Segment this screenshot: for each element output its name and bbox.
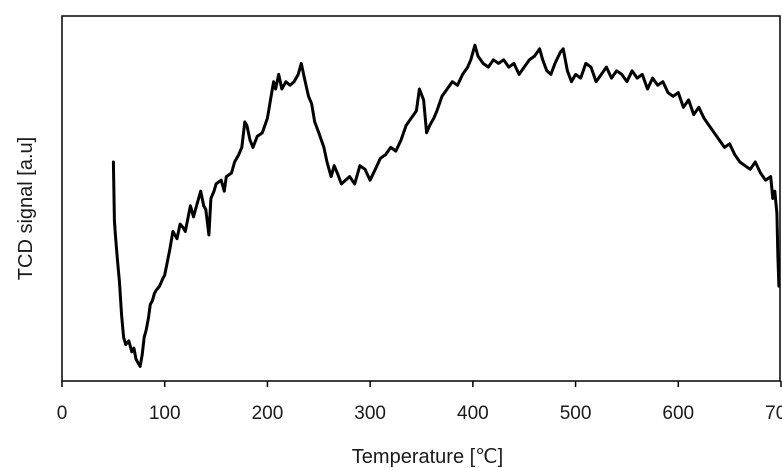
y-axis-title: TCD signal [a.u] (15, 137, 37, 280)
plot-area-frame (61, 15, 781, 382)
x-axis-tick-labels: 0 100 200 300 400 500 600 700 (57, 403, 782, 424)
x-axis-title: Temperature [℃] (352, 446, 503, 468)
x-tick-label-0: 0 (57, 403, 68, 424)
x-tick-label-300: 300 (354, 403, 386, 424)
x-tick-label-200: 200 (252, 403, 284, 424)
x-axis-ticks (61, 381, 782, 387)
x-tick-label-700: 700 (765, 403, 782, 424)
series-line-tcd-signal (111, 43, 781, 368)
x-tick-label-500: 500 (560, 403, 592, 424)
x-tick-label-600: 600 (662, 403, 694, 424)
x-tick-label-100: 100 (149, 403, 181, 424)
x-tick-label-400: 400 (457, 403, 489, 424)
